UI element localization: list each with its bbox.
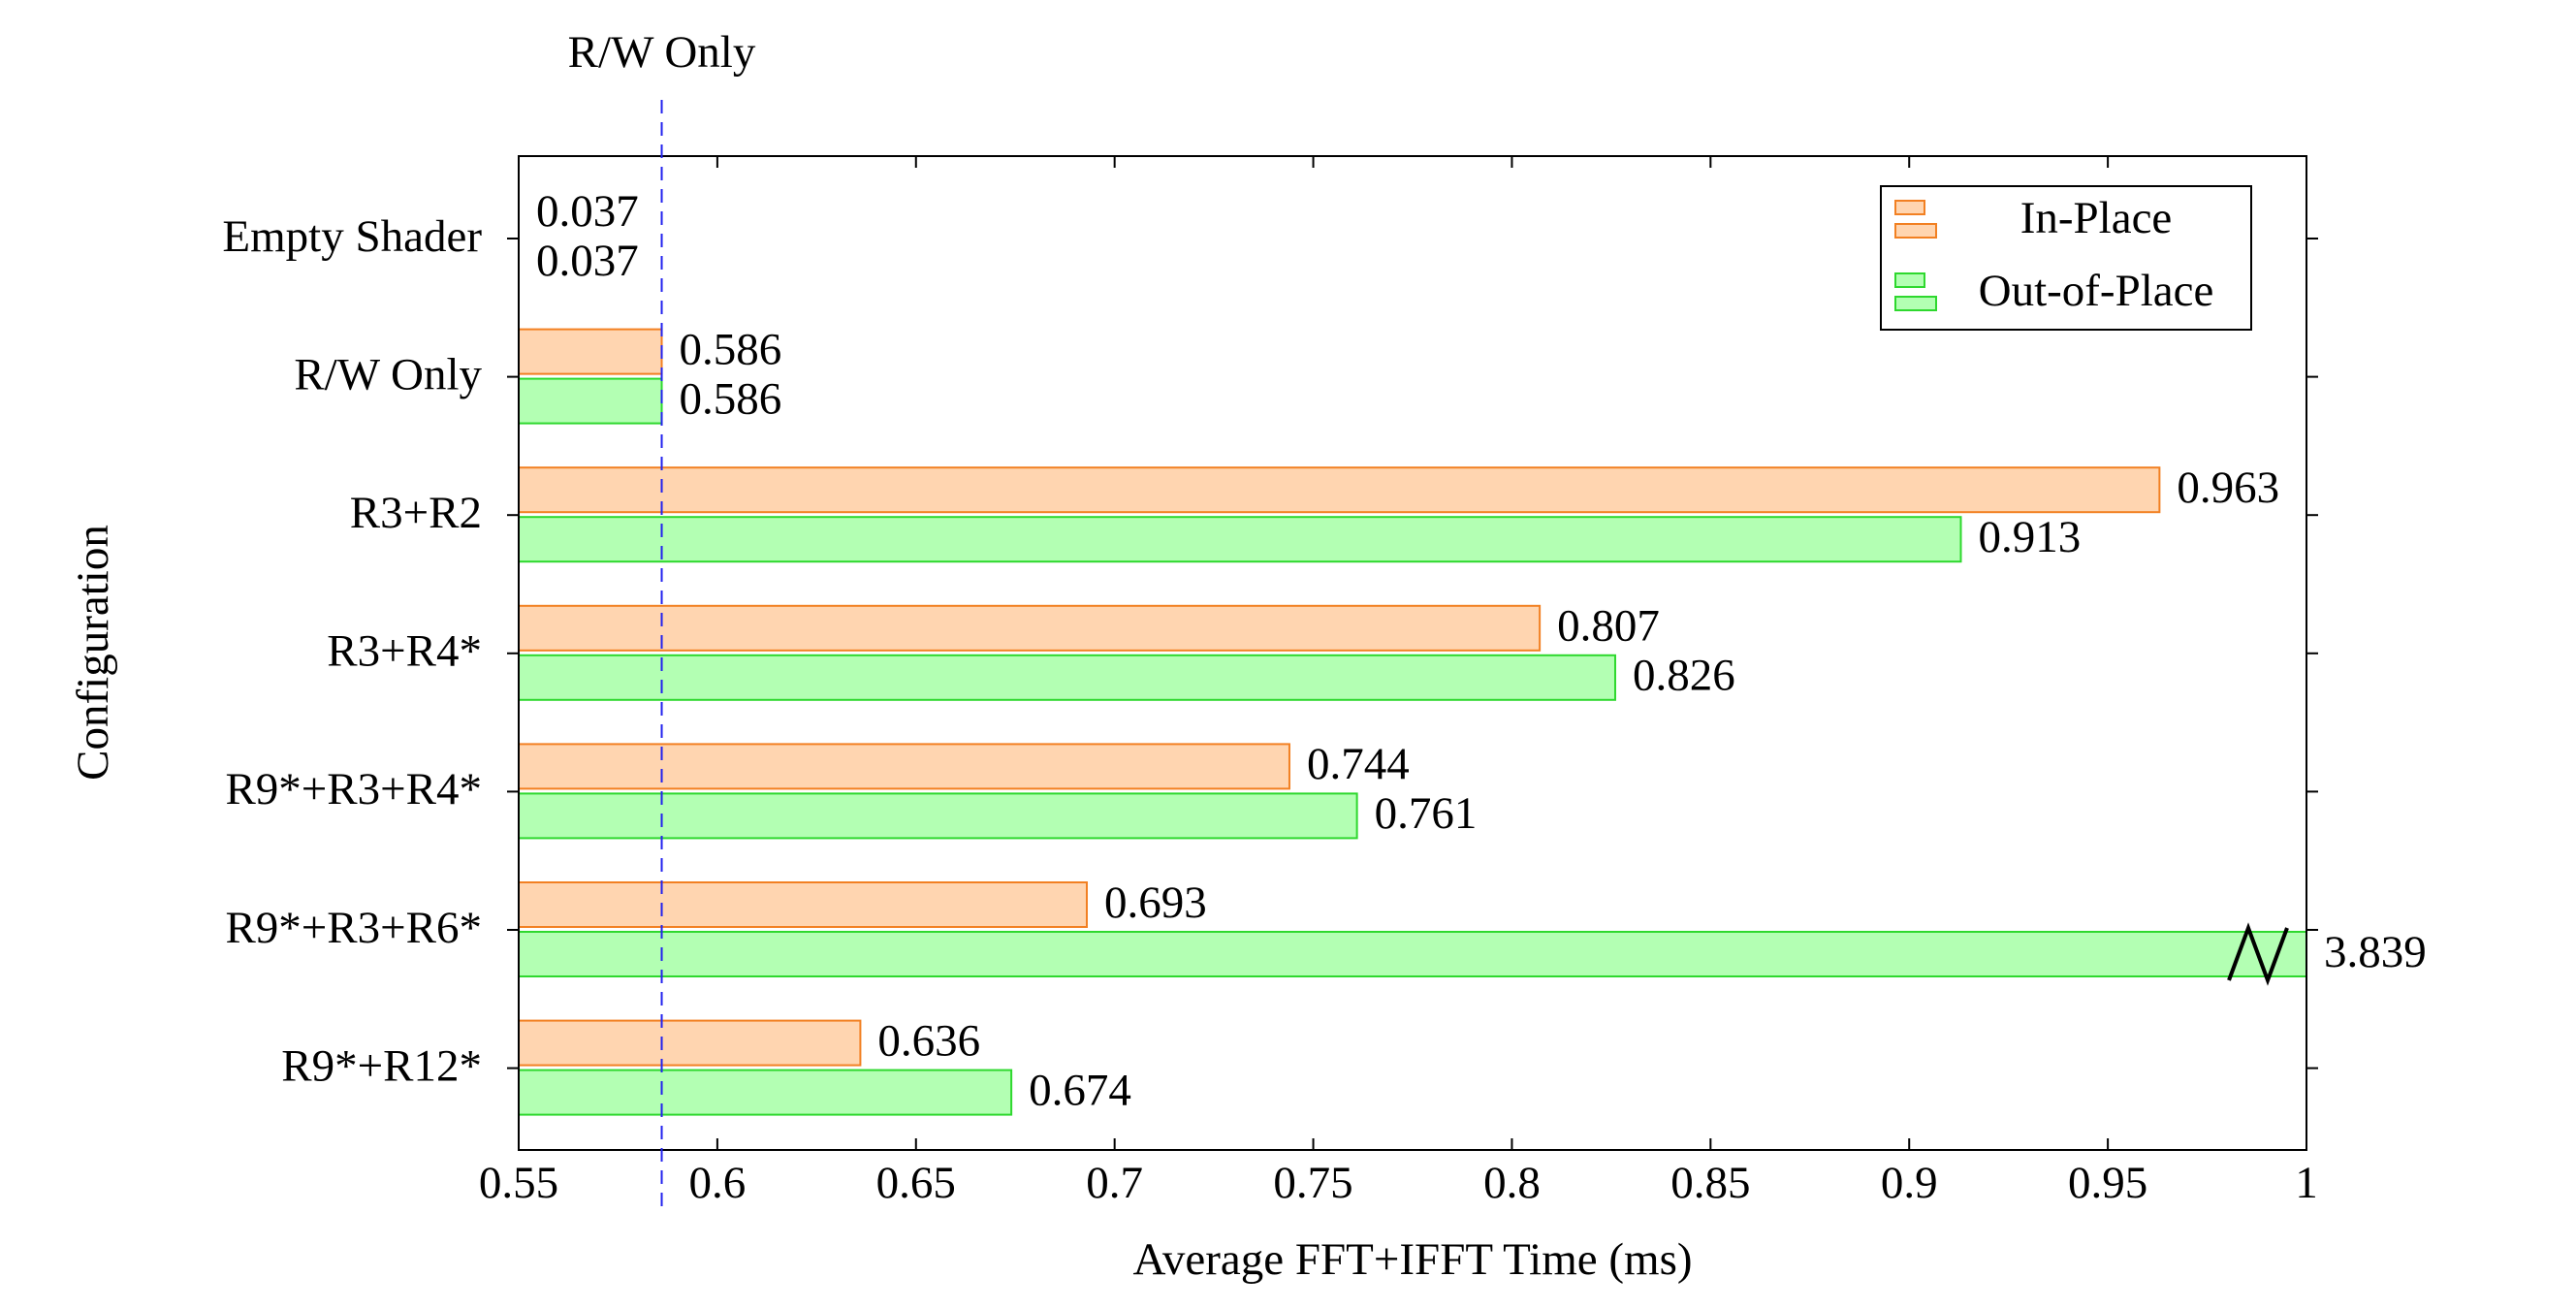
data-label: 0.037 <box>536 186 639 237</box>
bar <box>519 377 663 425</box>
bar <box>519 1019 862 1067</box>
data-label: 0.826 <box>1633 651 1735 701</box>
data-label: 0.586 <box>680 324 782 374</box>
data-label: 0.913 <box>1978 512 2081 562</box>
bar <box>519 516 1962 563</box>
x-tick-label: 0.55 <box>479 1158 558 1208</box>
y-tick-label: R9*+R3+R4* <box>225 764 482 814</box>
x-axis-label: Average FFT+IFFT Time (ms) <box>1132 1234 1692 1285</box>
data-label: 0.693 <box>1104 878 1207 928</box>
bar <box>519 743 1290 790</box>
x-tick-label: 0.75 <box>1273 1158 1352 1208</box>
data-label: 0.963 <box>2177 463 2279 513</box>
bar <box>519 931 2306 977</box>
axis-break <box>2227 922 2289 986</box>
x-tick-label: 0.7 <box>1086 1158 1143 1208</box>
y-tick-label: Empty Shader <box>222 211 482 262</box>
bars <box>519 190 2306 1116</box>
y-axis-label: Configuration <box>68 525 118 781</box>
data-label: 0.761 <box>1375 788 1478 839</box>
legend-label: Out-of-Place <box>1979 266 2214 316</box>
data-label: 3.839 <box>2324 927 2427 977</box>
bar <box>519 604 1542 652</box>
bar <box>519 881 1088 928</box>
bar <box>519 328 663 375</box>
data-label: 0.586 <box>680 373 782 424</box>
bar <box>519 466 2161 514</box>
x-tick-label: 0.65 <box>876 1158 956 1208</box>
y-tick-label: R/W Only <box>294 349 482 399</box>
data-label: 0.744 <box>1307 739 1410 789</box>
annotation-label: R/W Only <box>568 27 756 78</box>
legend-swatch <box>1894 272 1925 288</box>
data-label: 0.636 <box>877 1015 980 1066</box>
data-label: 0.807 <box>1557 601 1660 652</box>
legend-swatch <box>1894 223 1937 239</box>
x-tick-label: 0.6 <box>689 1158 747 1208</box>
y-tick-label: R3+R2 <box>350 488 482 538</box>
x-tick-label: 1 <box>2295 1158 2318 1208</box>
y-tick-label: R3+R4* <box>327 626 482 677</box>
legend-swatch <box>1894 296 1937 311</box>
y-tick-label: R9*+R3+R6* <box>225 903 482 953</box>
x-tick-label: 0.8 <box>1483 1158 1541 1208</box>
legend-label: In-Place <box>2020 193 2173 243</box>
x-tick-label: 0.85 <box>1670 1158 1750 1208</box>
legend-box <box>1880 185 2252 331</box>
x-tick-label: 0.9 <box>1881 1158 1938 1208</box>
data-label: 0.037 <box>536 236 639 286</box>
bar <box>519 654 1616 701</box>
data-label: 0.674 <box>1029 1065 1131 1115</box>
legend-swatch <box>1894 200 1925 215</box>
x-tick-label: 0.95 <box>2068 1158 2147 1208</box>
bar <box>519 1069 1013 1116</box>
bar <box>519 792 1358 840</box>
y-tick-label: R9*+R12* <box>281 1040 482 1091</box>
